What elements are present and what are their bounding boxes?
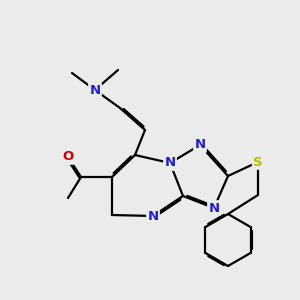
Text: N: N — [89, 83, 100, 97]
Text: N: N — [164, 157, 175, 169]
Text: O: O — [62, 151, 74, 164]
Text: N: N — [147, 209, 159, 223]
Text: S: S — [253, 155, 263, 169]
Text: N: N — [208, 202, 220, 214]
Text: N: N — [194, 139, 206, 152]
